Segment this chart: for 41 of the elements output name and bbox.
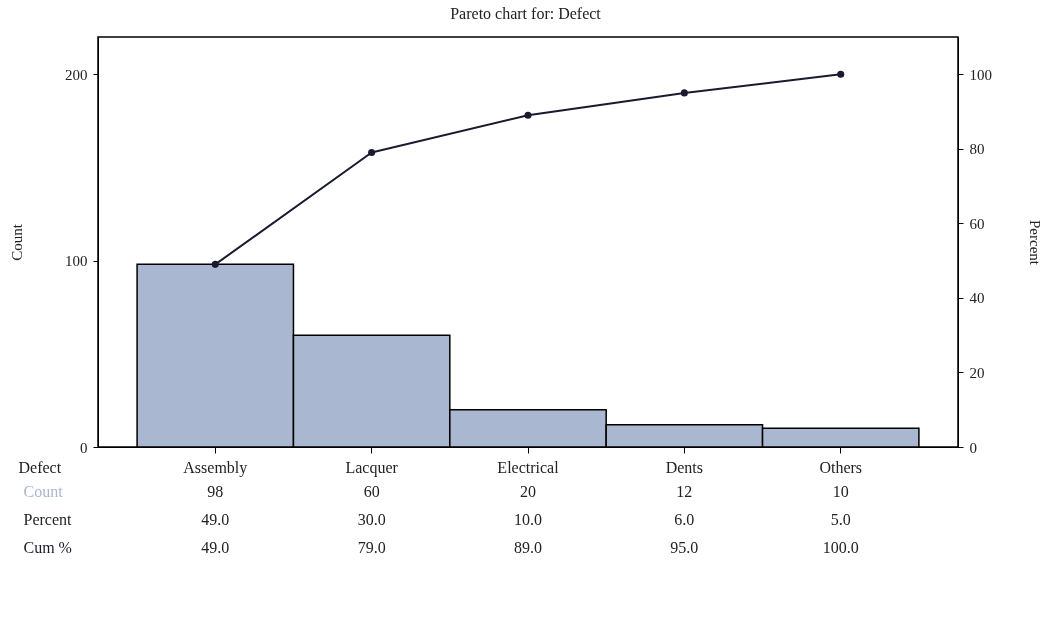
x-tick-label: Dents (665, 458, 704, 476)
y-tick-label: 0 (80, 439, 88, 456)
text: Cum % (23, 539, 72, 556)
x-tick-label: Assembly (183, 458, 248, 477)
y-tick-label: 100 (65, 253, 88, 270)
point (837, 70, 845, 78)
y-axis-title: Count (9, 223, 25, 261)
y2-tick-label: 100 (969, 66, 992, 83)
point (524, 111, 532, 119)
data-label: 95.0 (670, 539, 699, 556)
text: 30.0 (357, 511, 386, 528)
x-tick-label: Electrical (497, 458, 560, 476)
y2-axis-title: Percent (1027, 220, 1043, 266)
text: 49.0 (201, 511, 230, 528)
text: Percent (23, 511, 73, 528)
y2-tick-label: 0 (969, 439, 977, 456)
y2-tick-label: 20 (969, 364, 985, 381)
chart-title: Pareto chart for: Defect (450, 5, 602, 23)
text: 10.0 (514, 511, 542, 528)
x-tick-label: Lacquer (345, 458, 399, 477)
x-axis-title: Defect (18, 458, 62, 476)
data-label: 89.0 (514, 539, 542, 556)
y-tick-label: 200 (65, 66, 88, 83)
data-label: 79.0 (357, 539, 386, 556)
point (680, 89, 688, 97)
y2-tick-label: 80 (969, 141, 985, 158)
y2-tick-label: 40 (969, 290, 985, 307)
data-label: 98 (207, 483, 224, 500)
data-label: 12 (676, 483, 693, 500)
data-label: 49.0 (201, 539, 230, 556)
text: 6.0 (674, 511, 695, 528)
x-tick-label: Others (819, 458, 863, 476)
text: Count (23, 483, 64, 500)
point (368, 149, 376, 157)
data-label: 10 (832, 483, 849, 500)
data-label: 100.0 (822, 539, 859, 556)
point (211, 260, 219, 268)
y2-tick-label: 60 (969, 215, 985, 232)
data-label: 20 (520, 483, 536, 500)
data-label: 60 (363, 483, 380, 500)
text: 5.0 (830, 511, 851, 528)
